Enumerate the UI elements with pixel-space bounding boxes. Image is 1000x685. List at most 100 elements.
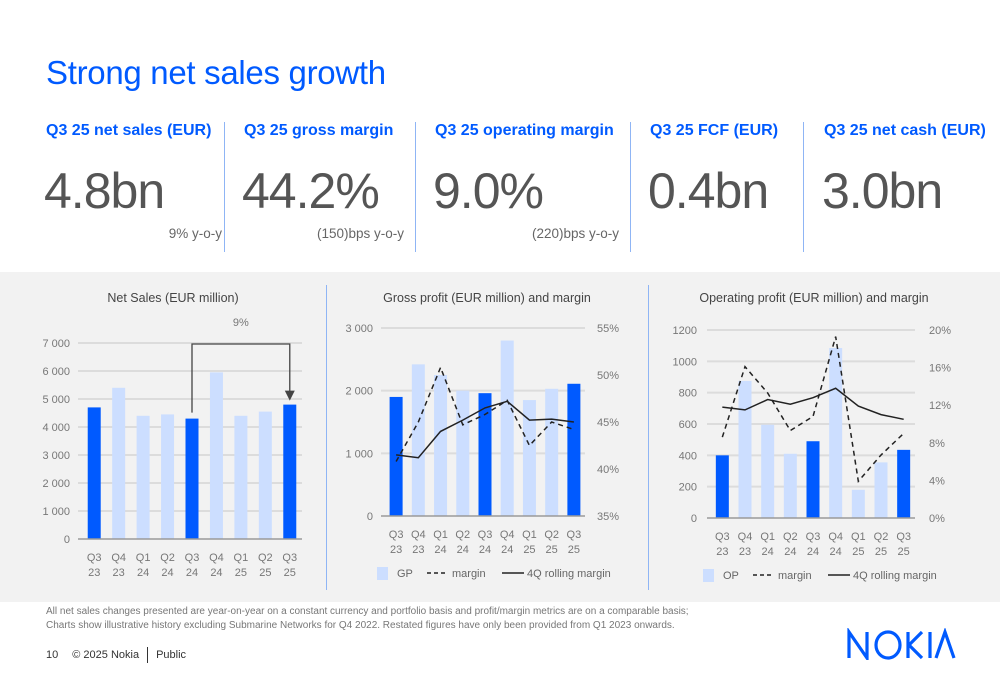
y-tick-label: 0 [64, 534, 70, 546]
x-tick-label-quarter: Q3 [806, 531, 821, 543]
legend-label: margin [778, 570, 812, 582]
x-tick-label-quarter: Q2 [160, 552, 175, 564]
y-tick-label: 6 000 [42, 366, 70, 378]
x-tick-label-year: 25 [852, 546, 864, 558]
y-tick-label: 2 000 [345, 386, 373, 398]
y-tick-label: 600 [679, 419, 697, 431]
x-tick-label-quarter: Q4 [738, 531, 753, 543]
x-tick-label-quarter: Q2 [544, 529, 559, 541]
kpi-value: 4.8bn [44, 163, 165, 219]
logo-letter-a [934, 628, 956, 659]
y-tick-label: 1200 [673, 325, 697, 337]
bar [567, 383, 581, 516]
x-tick-label-year: 25 [259, 567, 271, 579]
x-tick-label-year: 25 [523, 544, 535, 556]
y-tick-label: 800 [679, 388, 697, 400]
classification-label: Public [156, 649, 187, 661]
bar [738, 380, 752, 518]
kpi-value: 9.0% [433, 163, 544, 219]
page-number: 10 [46, 649, 59, 661]
x-tick-label-year: 23 [113, 567, 125, 579]
y2-tick-label: 40% [597, 464, 619, 476]
x-tick-label-quarter: Q4 [828, 531, 843, 543]
bar [456, 390, 470, 516]
margin-line [721, 336, 905, 484]
footer: 10 © 2025 Nokia Public [46, 647, 186, 663]
footnote-line: All net sales changes presented are year… [46, 606, 689, 617]
kpi-label: Q3 25 FCF (EUR) [650, 122, 779, 139]
x-tick-label-quarter: Q3 [389, 529, 404, 541]
x-tick-label-quarter: Q4 [209, 552, 224, 564]
x-tick-label-year: 24 [479, 544, 491, 556]
kpi-value: 3.0bn [822, 163, 943, 219]
kpi-label: Q3 25 net sales (EUR) [46, 122, 212, 139]
y2-tick-label: 16% [929, 363, 951, 375]
y-tick-label: 1 000 [345, 448, 373, 460]
bar [112, 387, 126, 539]
bar [874, 462, 888, 518]
legend-label: GP [397, 568, 413, 580]
x-tick-label-quarter: Q3 [478, 529, 493, 541]
kpi-value: 44.2% [242, 163, 380, 219]
kpi-fcf: Q3 25 FCF (EUR) 0.4bn [648, 122, 780, 252]
x-tick-label-year: 25 [875, 546, 887, 558]
bar [258, 411, 272, 539]
x-tick-label-quarter: Q3 [87, 552, 102, 564]
x-tick-label-year: 23 [88, 567, 100, 579]
x-tick-label-year: 25 [235, 567, 247, 579]
bar [761, 424, 775, 518]
operating-profit-chart: Operating profit (EUR million) and margi… [673, 291, 951, 582]
x-tick-label-quarter: Q3 [567, 529, 582, 541]
x-tick-label-year: 23 [412, 544, 424, 556]
legend-swatch-bar [377, 567, 388, 580]
chart-divider [648, 285, 649, 590]
bar [283, 404, 297, 539]
x-tick-label-year: 25 [568, 544, 580, 556]
y2-tick-label: 4% [929, 475, 945, 487]
x-tick-label-quarter: Q2 [455, 529, 470, 541]
y2-tick-label: 35% [597, 511, 619, 523]
footer-separator [147, 647, 149, 663]
bar [897, 449, 911, 518]
bar [500, 340, 514, 516]
chart-title: Gross profit (EUR million) and margin [383, 291, 591, 305]
x-tick-label-quarter: Q1 [136, 552, 151, 564]
kpi-divider [224, 122, 225, 252]
y-tick-label: 4 000 [42, 422, 70, 434]
bar [234, 415, 248, 539]
bar [434, 375, 448, 516]
kpi-label: Q3 25 gross margin [244, 122, 394, 139]
bar [478, 393, 492, 516]
bar [522, 400, 536, 516]
x-tick-label-year: 23 [739, 546, 751, 558]
y-tick-label: 2 000 [42, 478, 70, 490]
bar [806, 441, 820, 518]
y2-tick-label: 20% [929, 325, 951, 337]
chart-title: Net Sales (EUR million) [107, 291, 238, 305]
bar [185, 418, 199, 539]
x-tick-label-year: 24 [210, 567, 222, 579]
x-tick-label-quarter: Q2 [783, 531, 798, 543]
y2-tick-label: 8% [929, 438, 945, 450]
x-tick-label-quarter: Q1 [234, 552, 249, 564]
legend-label: OP [723, 570, 739, 582]
kpi-change: (220)bps y-o-y [531, 226, 619, 241]
x-tick-label-year: 24 [762, 546, 774, 558]
y-tick-label: 5 000 [42, 394, 70, 406]
nokia-logo [847, 628, 956, 660]
y2-tick-label: 55% [597, 323, 619, 335]
x-tick-label-quarter: Q3 [185, 552, 200, 564]
logo-letter-n [847, 628, 869, 660]
bar [783, 453, 797, 518]
y-tick-label: 400 [679, 450, 697, 462]
x-tick-label-year: 24 [161, 567, 173, 579]
x-tick-label-year: 25 [284, 567, 296, 579]
y-tick-label: 3 000 [345, 323, 373, 335]
growth-arrow-line [191, 343, 291, 413]
x-tick-label-year: 24 [784, 546, 796, 558]
y-tick-label: 1 000 [42, 506, 70, 518]
kpi-change: (150)bps y-o-y [316, 226, 404, 241]
x-tick-label-year: 25 [546, 544, 558, 556]
y2-tick-label: 12% [929, 400, 951, 412]
bar [851, 489, 865, 518]
